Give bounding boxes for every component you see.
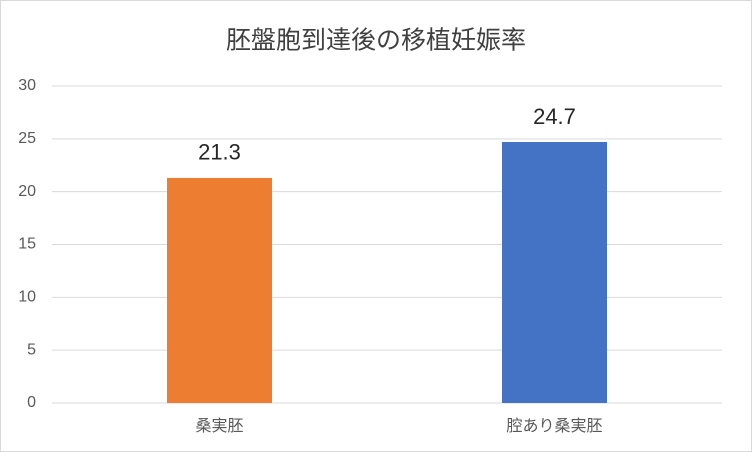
y-tick-label: 25 [18, 130, 36, 147]
y-tick-label: 0 [27, 394, 36, 411]
bar [502, 142, 607, 403]
x-tick-label: 腔あり桑実胚 [506, 417, 602, 435]
chart-title: 胚盤胞到達後の移植妊娠率 [226, 27, 526, 55]
y-tick-label: 5 [27, 341, 36, 358]
y-tick-label: 20 [18, 183, 36, 200]
bar [167, 177, 272, 403]
x-tick-label: 桑実胚 [195, 417, 243, 435]
y-tick-label: 10 [18, 289, 36, 306]
data-label: 24.7 [533, 104, 576, 129]
data-label: 21.3 [198, 140, 241, 165]
y-tick-label: 15 [18, 236, 36, 253]
y-tick-label: 30 [18, 77, 36, 94]
